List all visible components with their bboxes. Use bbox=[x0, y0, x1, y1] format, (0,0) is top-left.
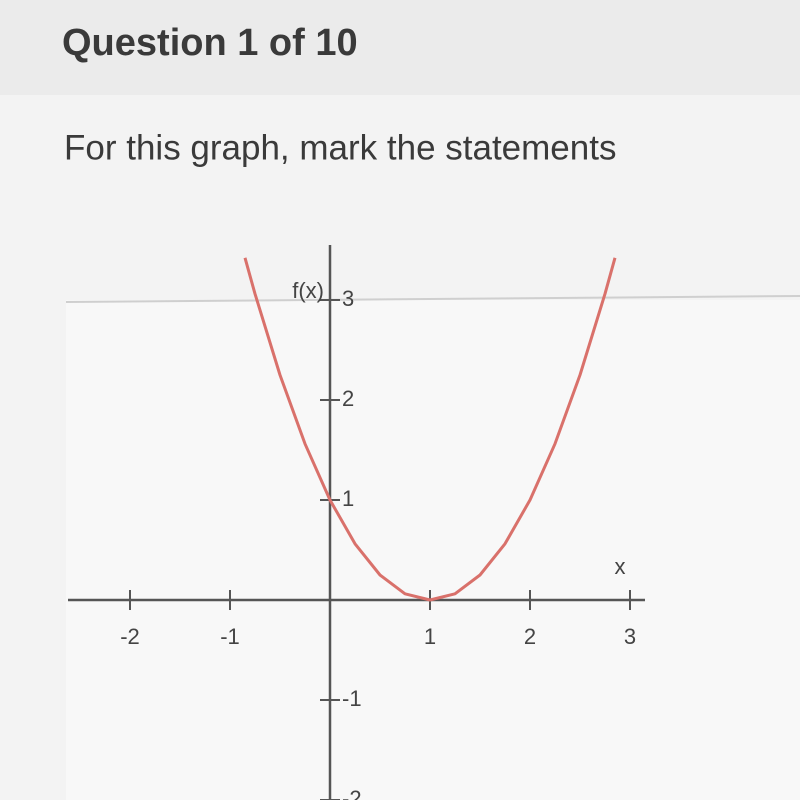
y-tick-label: 2 bbox=[342, 386, 354, 411]
graph-panel bbox=[66, 300, 800, 800]
x-tick-label: 1 bbox=[424, 624, 436, 649]
x-tick-label: -2 bbox=[120, 624, 140, 649]
y-tick-label: -1 bbox=[342, 686, 362, 711]
y-tick-label: 1 bbox=[342, 486, 354, 511]
x-axis-label: x bbox=[615, 554, 626, 579]
question-title: Question 1 of 10 bbox=[62, 22, 358, 64]
x-tick-label: 2 bbox=[524, 624, 536, 649]
header-bar bbox=[0, 0, 800, 95]
panel-border bbox=[65, 295, 800, 303]
y-tick-label: 3 bbox=[342, 286, 354, 311]
y-axis-label: f(x) bbox=[292, 278, 324, 303]
x-tick-label: 3 bbox=[624, 624, 636, 649]
function-curve bbox=[243, 257, 617, 602]
graph: -2 -1 1 2 3 3 2 1 -1 -2 x f(x) bbox=[68, 245, 645, 800]
question-prompt: For this graph, mark the statements bbox=[64, 128, 616, 167]
x-tick-label: -1 bbox=[220, 624, 240, 649]
y-tick-label: -2 bbox=[342, 786, 362, 800]
